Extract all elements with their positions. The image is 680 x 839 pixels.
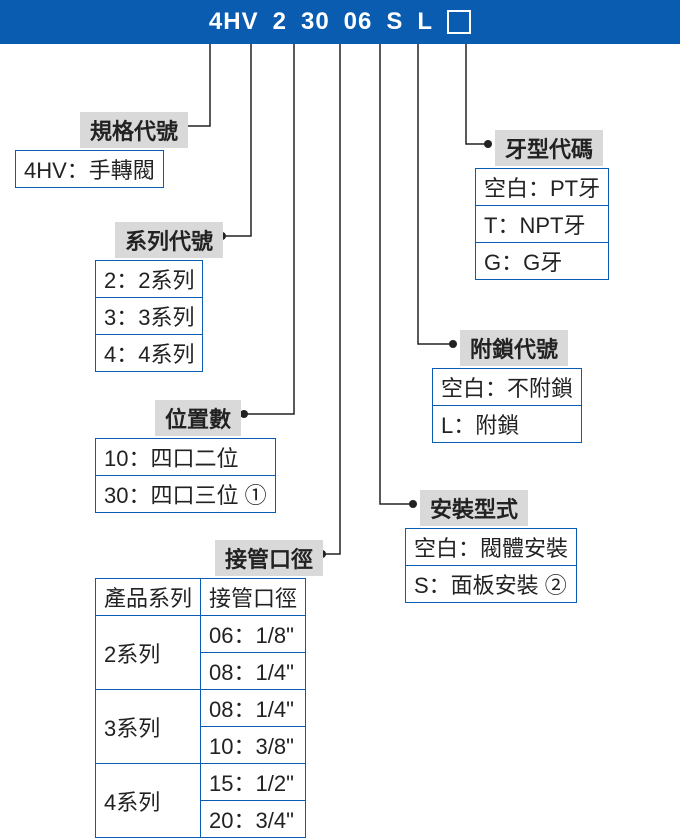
- table-cell: 4系列: [96, 764, 201, 838]
- table-cell: G：G牙: [476, 243, 609, 280]
- table-row: 30：四口三位 ①: [96, 476, 276, 513]
- block-series-table: 2：2系列3：3系列4：4系列: [95, 260, 203, 372]
- block-lock: 附鎖代號 空白：不附鎖L：附鎖: [432, 330, 582, 443]
- table-cell: 15：1/2": [201, 764, 306, 801]
- table-row: S：面板安裝 ②: [406, 566, 577, 603]
- table-cell: 06：1/8": [201, 616, 306, 653]
- code-segment: 30: [301, 8, 330, 36]
- block-lock-title: 附鎖代號: [460, 330, 568, 366]
- code-segment: L: [417, 8, 433, 36]
- table-cell: S：面板安裝 ②: [406, 566, 577, 603]
- block-thread: 牙型代碼 空白：PT牙T：NPT牙G：G牙: [475, 130, 609, 280]
- block-mount-table: 空白：閥體安裝S：面板安裝 ②: [405, 528, 577, 603]
- table-cell: 2系列: [96, 616, 201, 690]
- table-cell: 空白：PT牙: [476, 169, 609, 206]
- block-lock-table: 空白：不附鎖L：附鎖: [432, 368, 582, 443]
- table-row: 2系列06：1/8": [96, 616, 306, 653]
- table-cell: 30：四口三位 ①: [96, 476, 276, 513]
- table-cell: 4HV：手轉閥: [16, 151, 164, 188]
- table-row: 10：四口二位: [96, 439, 276, 476]
- table-row: 4系列15：1/2": [96, 764, 306, 801]
- table-row: 空白：PT牙: [476, 169, 609, 206]
- block-spec-table: 4HV：手轉閥: [15, 150, 164, 188]
- table-cell: 3系列: [96, 690, 201, 764]
- model-code-header: 4HV 2 30 06 SL: [0, 0, 680, 44]
- table-header-cell: 接管口徑: [201, 579, 306, 616]
- block-positions-title: 位置數: [155, 400, 241, 436]
- table-row: 空白：不附鎖: [433, 369, 582, 406]
- table-cell: 10：四口二位: [96, 439, 276, 476]
- block-series: 系列代號 2：2系列3：3系列4：4系列: [95, 222, 223, 372]
- table-cell: 2：2系列: [96, 261, 203, 298]
- block-mount-title: 安裝型式: [420, 490, 528, 526]
- block-port-title: 接管口徑: [215, 540, 323, 576]
- table-cell: L：附鎖: [433, 406, 582, 443]
- block-port-table: 產品系列接管口徑2系列06：1/8"08：1/4"3系列08：1/4"10：3/…: [95, 578, 306, 838]
- code-empty-box: [447, 10, 471, 34]
- code-segment: 2: [273, 8, 287, 36]
- code-segment: 4HV: [209, 8, 259, 36]
- block-spec-title: 規格代號: [80, 112, 188, 148]
- table-row: 空白：閥體安裝: [406, 529, 577, 566]
- table-cell: 4：4系列: [96, 335, 203, 372]
- block-positions: 位置數 10：四口二位30：四口三位 ①: [95, 400, 276, 513]
- block-spec: 規格代號 4HV：手轉閥: [15, 112, 188, 188]
- code-segment: 06: [344, 8, 373, 36]
- table-cell: 10：3/8": [201, 727, 306, 764]
- table-cell: 空白：不附鎖: [433, 369, 582, 406]
- table-row: 3系列08：1/4": [96, 690, 306, 727]
- table-cell: 08：1/4": [201, 653, 306, 690]
- block-port: 接管口徑 產品系列接管口徑2系列06：1/8"08：1/4"3系列08：1/4"…: [95, 540, 323, 838]
- block-thread-table: 空白：PT牙T：NPT牙G：G牙: [475, 168, 609, 280]
- table-cell: T：NPT牙: [476, 206, 609, 243]
- code-segment: S: [386, 8, 403, 36]
- block-mount: 安裝型式 空白：閥體安裝S：面板安裝 ②: [405, 490, 577, 603]
- table-cell: 08：1/4": [201, 690, 306, 727]
- table-row: G：G牙: [476, 243, 609, 280]
- table-row: 4：4系列: [96, 335, 203, 372]
- table-header-cell: 產品系列: [96, 579, 201, 616]
- table-cell: 20：3/4": [201, 801, 306, 838]
- table-cell: 空白：閥體安裝: [406, 529, 577, 566]
- table-row: 4HV：手轉閥: [16, 151, 164, 188]
- table-row: 2：2系列: [96, 261, 203, 298]
- table-row: L：附鎖: [433, 406, 582, 443]
- table-cell: 3：3系列: [96, 298, 203, 335]
- table-row: 3：3系列: [96, 298, 203, 335]
- block-positions-table: 10：四口二位30：四口三位 ①: [95, 438, 276, 513]
- table-row: T：NPT牙: [476, 206, 609, 243]
- block-series-title: 系列代號: [115, 222, 223, 258]
- block-thread-title: 牙型代碼: [495, 130, 603, 166]
